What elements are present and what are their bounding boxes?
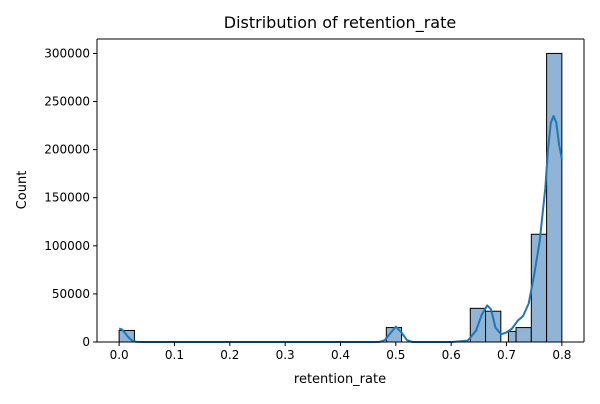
x-tick-label: 0.5 — [386, 348, 405, 362]
x-tick-label: 0.1 — [165, 348, 184, 362]
chart-title: Distribution of retention_rate — [224, 13, 456, 33]
y-tick-label: 0 — [82, 335, 90, 349]
axes — [96, 38, 585, 343]
x-axis-label: retention_rate — [294, 372, 386, 387]
x-tick-label: 0.4 — [331, 348, 350, 362]
histogram-bars — [118, 52, 563, 343]
x-tick-label: 0.2 — [220, 348, 239, 362]
y-axis-ticks: 0 50000 100000 150000 200000 250000 300000 — [44, 46, 97, 349]
y-tick-label: 250000 — [44, 95, 90, 109]
x-tick-label: 0.8 — [552, 348, 571, 362]
x-axis-ticks: 0.0 0.1 0.2 0.3 0.4 0.5 0.6 0.7 0.8 — [110, 342, 571, 362]
x-tick-label: 0.3 — [276, 348, 295, 362]
y-axis-label: Count — [15, 171, 30, 210]
kde-line — [118, 115, 563, 343]
y-tick-label: 50000 — [52, 287, 90, 301]
x-tick-label: 0.0 — [110, 348, 129, 362]
y-tick-label: 150000 — [44, 191, 90, 205]
histogram-bar-7 — [546, 52, 563, 343]
x-tick-label: 0.6 — [442, 348, 461, 362]
kde-curve-group — [118, 115, 563, 343]
histogram-bar-4 — [507, 330, 517, 343]
y-tick-label: 100000 — [44, 239, 90, 253]
y-tick-label: 300000 — [44, 46, 90, 60]
x-tick-label: 0.7 — [497, 348, 516, 362]
y-tick-label: 200000 — [44, 143, 90, 157]
histogram-bar-5 — [515, 327, 532, 343]
